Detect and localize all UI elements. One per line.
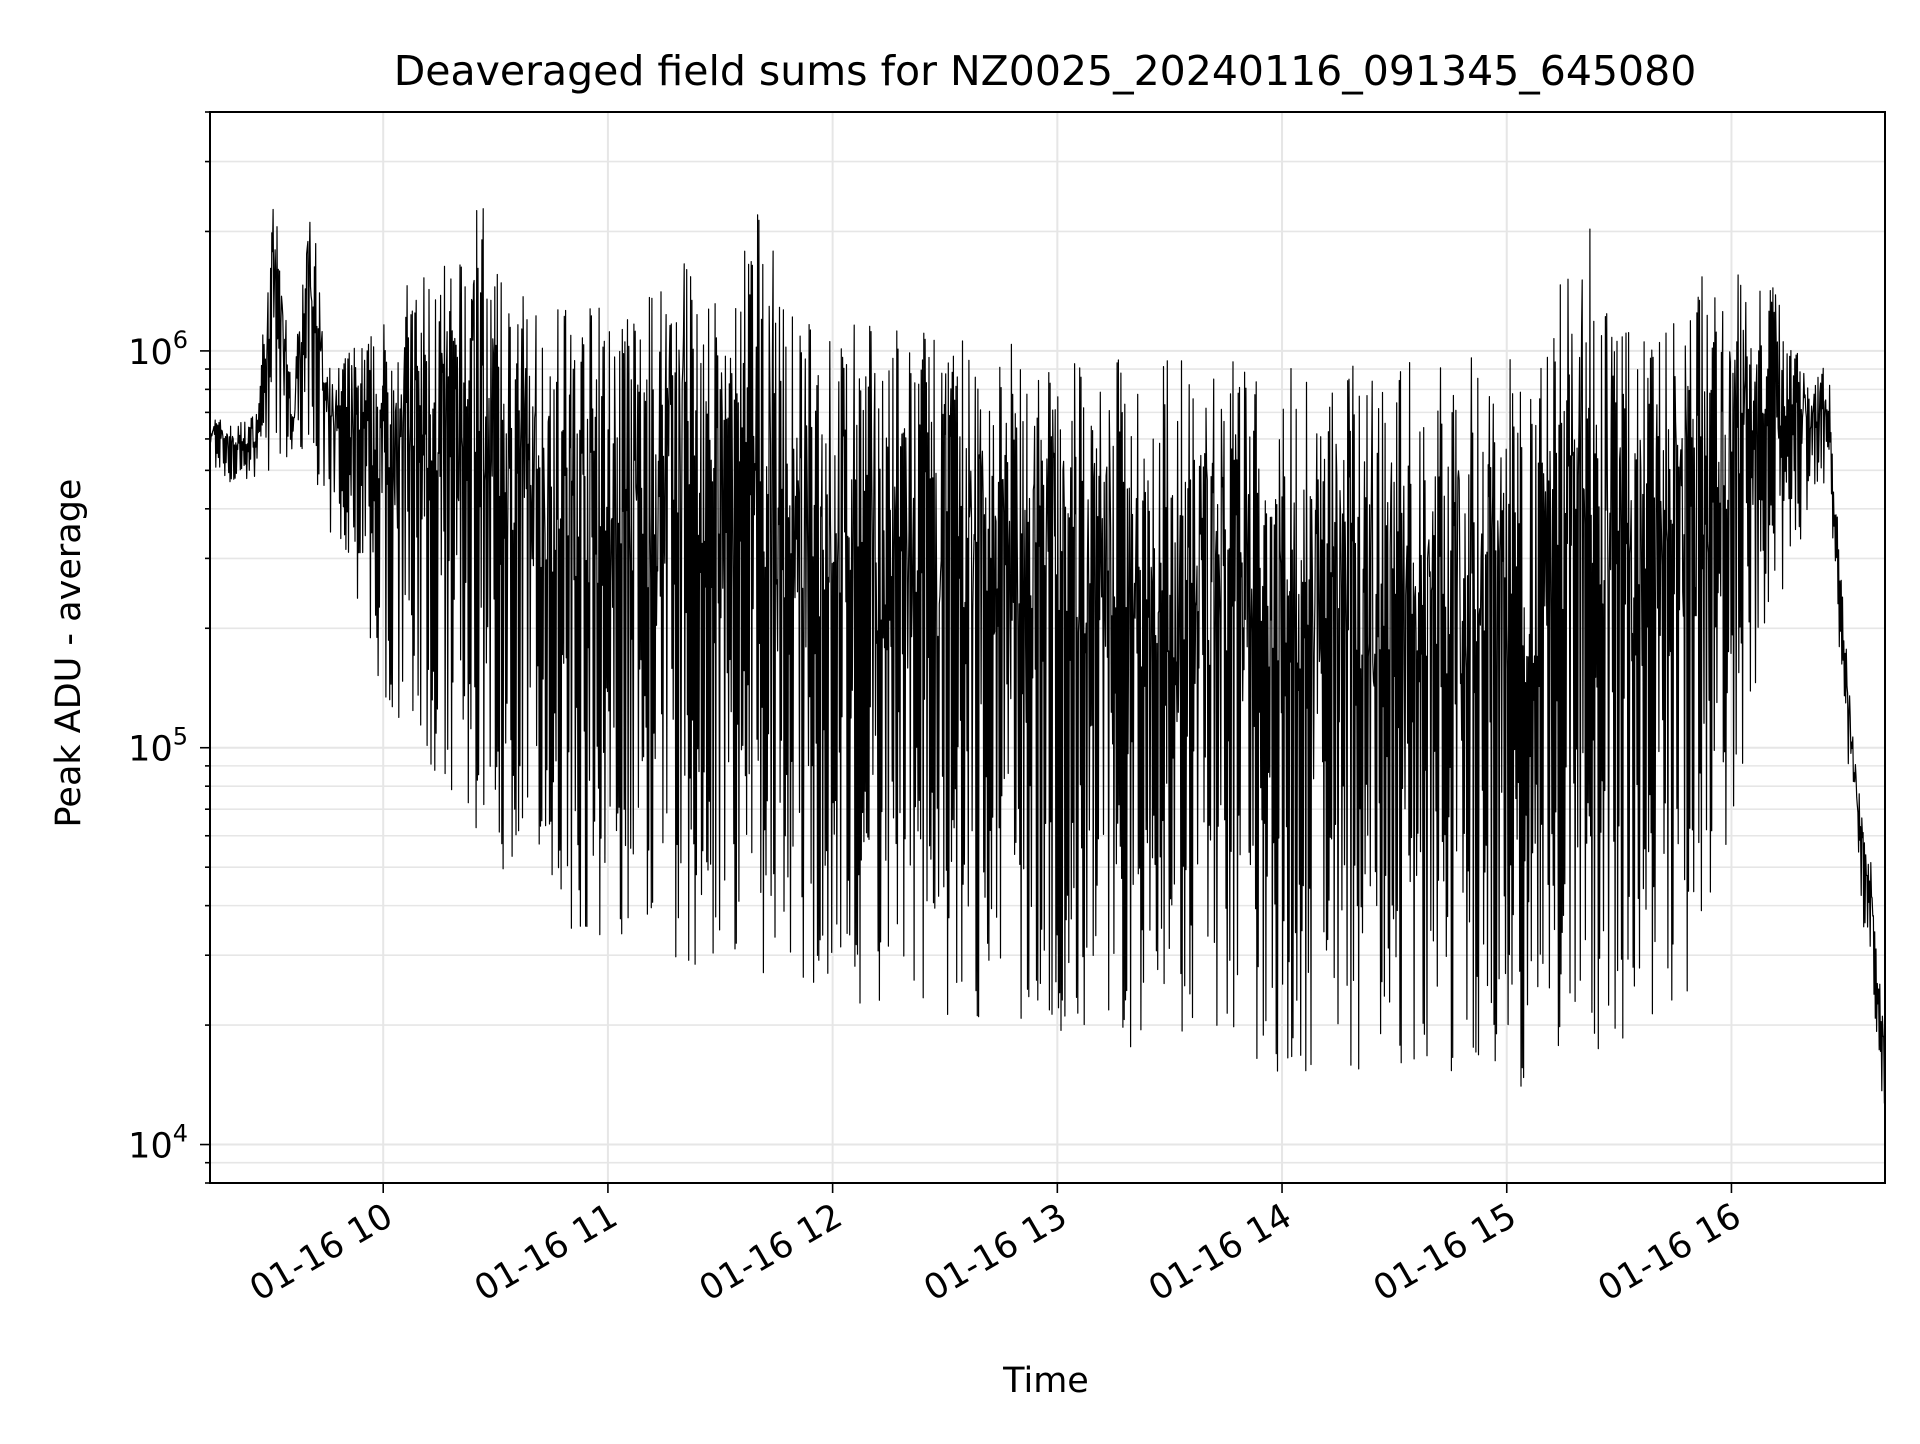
series-line xyxy=(209,208,1886,1104)
x-axis-label: Time xyxy=(1002,1361,1089,1401)
series-layer xyxy=(209,208,1886,1104)
y-tick-label: 104 xyxy=(128,1120,188,1167)
chart-title: Deaveraged field sums for NZ0025_2024011… xyxy=(394,47,1697,95)
plot-frame xyxy=(209,111,1886,1184)
y-tick-label: 106 xyxy=(128,326,188,373)
y-tick-label: 105 xyxy=(128,723,188,770)
y-axis-label: Peak ADU - average xyxy=(49,479,89,828)
